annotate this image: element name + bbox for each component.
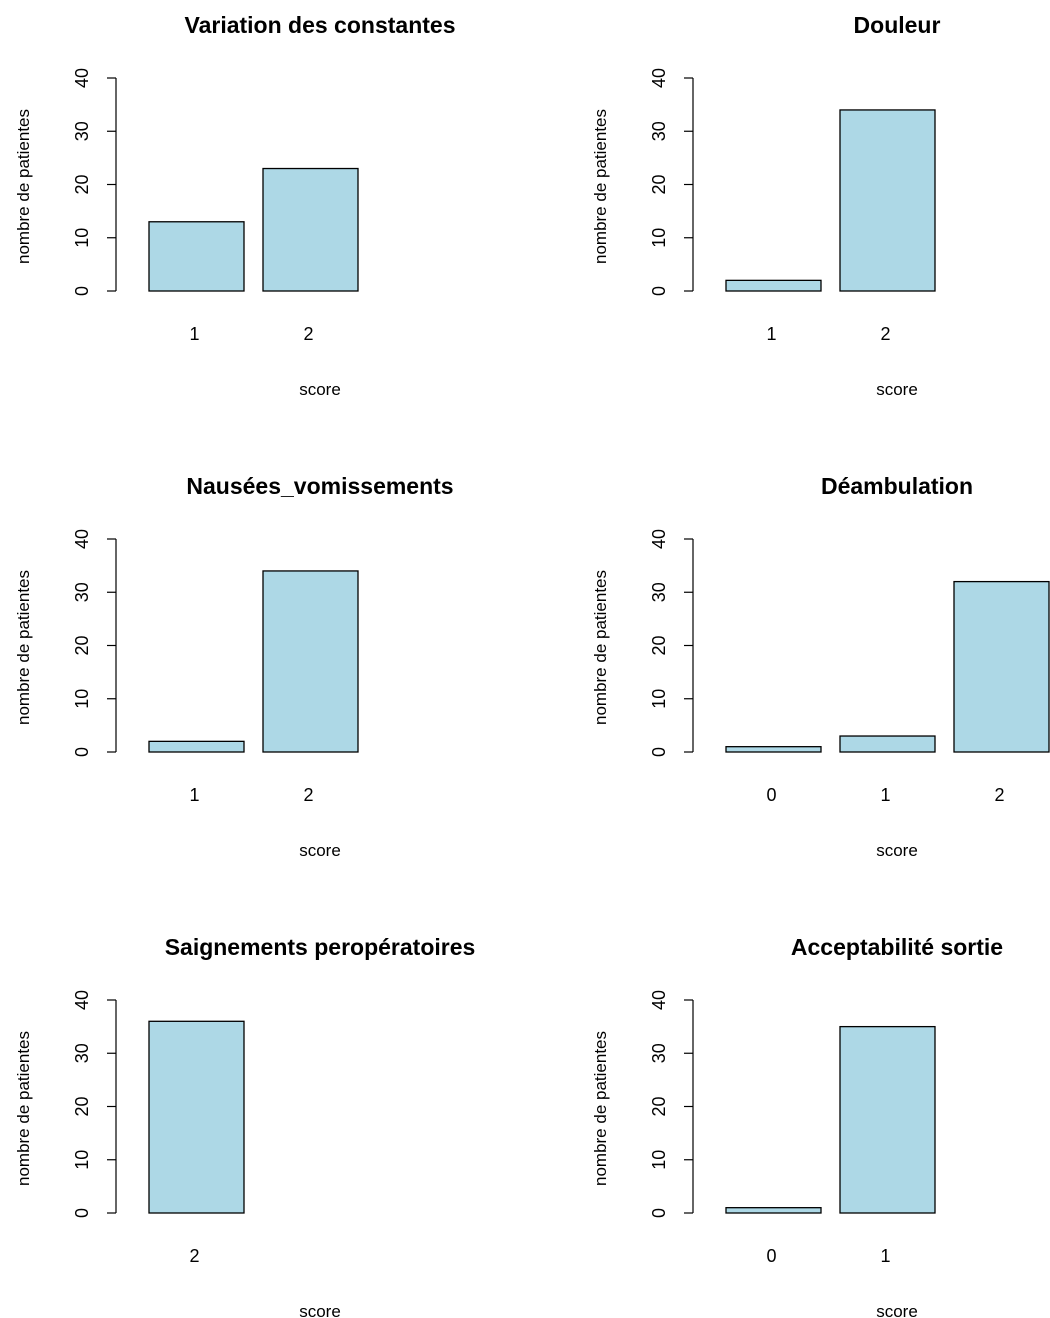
- y-axis-label: nombre de patientes: [591, 109, 610, 264]
- y-tick-label: 30: [649, 582, 669, 602]
- chart-title: Nausées_vomissements: [186, 473, 453, 499]
- chart-panel-4: Déambulation 0 10 20 30 40 0 1 2 score nombre de p…: [591, 473, 1049, 860]
- bar-1: [840, 1027, 935, 1213]
- y-axis-label: nombre de patientes: [591, 570, 610, 725]
- y-tick-label: 40: [649, 990, 669, 1010]
- y-tick-label: 10: [649, 689, 669, 709]
- x-tick-label: 2: [303, 785, 313, 805]
- bar-1: [840, 736, 935, 752]
- y-tick-label: 10: [649, 228, 669, 248]
- bar-2: [263, 169, 358, 291]
- x-tick-label: 1: [880, 1246, 890, 1266]
- y-tick-label: 0: [72, 286, 92, 296]
- x-axis-label: score: [876, 380, 918, 399]
- x-tick-label: 1: [766, 324, 776, 344]
- y-tick-label: 10: [72, 1150, 92, 1170]
- x-axis-label: score: [299, 380, 341, 399]
- y-tick-label: 10: [649, 1150, 669, 1170]
- chart-panel-5: Saignements peropératoires 0 10 20 30 40 2 scor…: [14, 934, 475, 1318]
- bar-0: [726, 747, 821, 752]
- bar-2: [149, 1021, 244, 1213]
- x-tick-label: 2: [189, 1246, 199, 1266]
- chart-title: Saignements peropératoires: [165, 934, 476, 960]
- y-tick-label: 30: [72, 582, 92, 602]
- y-tick-label: 20: [72, 174, 92, 194]
- y-tick-label: 0: [649, 1208, 669, 1218]
- x-axis-label: score: [876, 841, 918, 860]
- y-axis-label: nombre de patientes: [14, 1031, 33, 1186]
- bar-1: [149, 741, 244, 752]
- x-tick-label: 1: [189, 324, 199, 344]
- y-tick-label: 0: [649, 747, 669, 757]
- y-tick-label: 40: [72, 529, 92, 549]
- y-tick-label: 30: [649, 121, 669, 141]
- y-tick-label: 40: [649, 529, 669, 549]
- y-tick-label: 10: [72, 689, 92, 709]
- y-tick-label: 40: [72, 990, 92, 1010]
- bar-0: [726, 1208, 821, 1213]
- y-tick-label: 0: [72, 1208, 92, 1218]
- chart-title: Acceptabilité sortie: [791, 934, 1003, 960]
- x-tick-label: 0: [766, 785, 776, 805]
- y-tick-label: 20: [649, 635, 669, 655]
- chart-title: Variation des constantes: [185, 12, 456, 38]
- y-tick-label: 20: [72, 635, 92, 655]
- y-tick-label: 20: [649, 174, 669, 194]
- bar-1: [149, 222, 244, 291]
- chart-panel-1: Variation des constantes 0 10 20 30 40 1 2 score…: [14, 12, 455, 399]
- y-tick-label: 0: [649, 286, 669, 296]
- x-tick-label: 1: [880, 785, 890, 805]
- y-tick-label: 20: [72, 1096, 92, 1116]
- bar-2: [840, 110, 935, 291]
- chart-title: Douleur: [854, 12, 941, 38]
- chart-panel-2: Douleur 0 10 20 30 40 1 2 score nombre de patient…: [591, 12, 940, 399]
- x-tick-label: 1: [189, 785, 199, 805]
- y-tick-label: 40: [72, 68, 92, 88]
- x-axis-label: score: [299, 841, 341, 860]
- chart-panel-6: Acceptabilité sortie 0 10 20 30 40 0 1 score nomb…: [591, 934, 1003, 1318]
- bar-1: [726, 280, 821, 291]
- y-tick-label: 30: [649, 1043, 669, 1063]
- chart-title: Déambulation: [821, 473, 973, 499]
- x-tick-label: 2: [303, 324, 313, 344]
- x-axis-label: score: [876, 1302, 918, 1318]
- y-axis-label: nombre de patientes: [14, 109, 33, 264]
- y-axis-label: nombre de patientes: [14, 570, 33, 725]
- bar-2: [263, 571, 358, 752]
- y-tick-label: 30: [72, 121, 92, 141]
- x-tick-label: 2: [994, 785, 1004, 805]
- chart-panel-3: Nausées_vomissements 0 10 20 30 40 1 2 score nomb…: [14, 473, 454, 860]
- y-axis-label: nombre de patientes: [591, 1031, 610, 1186]
- y-tick-label: 30: [72, 1043, 92, 1063]
- y-tick-label: 0: [72, 747, 92, 757]
- y-tick-label: 20: [649, 1096, 669, 1116]
- x-axis-label: score: [299, 1302, 341, 1318]
- y-tick-label: 10: [72, 228, 92, 248]
- x-tick-label: 2: [880, 324, 890, 344]
- x-tick-label: 0: [766, 1246, 776, 1266]
- y-tick-label: 40: [649, 68, 669, 88]
- bar-2: [954, 582, 1049, 752]
